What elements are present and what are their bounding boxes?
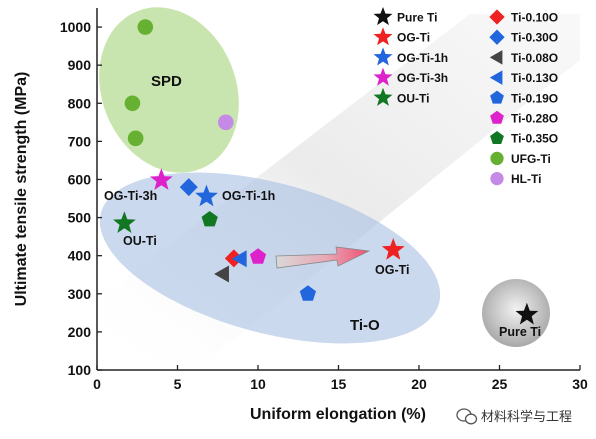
legend-marker-hl-ti xyxy=(490,171,504,186)
marker-ufg-ti xyxy=(137,19,154,35)
marker-pure-ti xyxy=(515,302,539,325)
legend-marker-ti-0-08o xyxy=(489,50,503,65)
annotation-og-ti-3h: OG-Ti-3h xyxy=(104,189,157,203)
marker-ufg-ti xyxy=(127,130,144,147)
legend-label-hl-ti: HL-Ti xyxy=(511,172,541,186)
annotation-og-ti: OG-Ti xyxy=(375,263,410,277)
pure-ti-region xyxy=(482,279,550,347)
legend-marker-ou-ti xyxy=(373,87,393,106)
legend-marker-ufg-ti xyxy=(490,151,504,166)
legend-label-ti-0-30o: Ti-0.30O xyxy=(511,31,558,45)
legend-label-og-ti-3h: OG-Ti-3h xyxy=(397,71,448,85)
legend-marker-og-ti-1h xyxy=(373,47,393,66)
legend-label-ufg-ti: UFG-Ti xyxy=(511,152,551,166)
marker-ufg-ti xyxy=(124,95,141,112)
legend-label-ti-0-10o: Ti-0.10O xyxy=(511,11,558,25)
watermark-text: 材料科学与工程 xyxy=(481,409,572,425)
marker-ti-0-13o xyxy=(231,250,247,268)
data-markers xyxy=(113,19,539,325)
x-tick-label: 20 xyxy=(411,376,427,392)
legend-marker-pure-ti xyxy=(373,7,393,26)
spd-region-label: SPD xyxy=(151,73,182,90)
legend-label-ti-0-35o: Ti-0.35O xyxy=(511,132,558,146)
legend-marker-ti-0-30o xyxy=(489,29,505,45)
trend-arrow xyxy=(275,246,371,269)
y-tick-label: 400 xyxy=(68,248,92,264)
y-tick-label: 800 xyxy=(68,95,92,111)
marker-ti-0-30o xyxy=(179,178,198,197)
ti-o-region xyxy=(99,172,441,344)
marker-ti-0-35o xyxy=(201,211,218,227)
legend-marker-ti-0-13o xyxy=(489,70,503,85)
x-tick-label: 10 xyxy=(250,376,266,392)
annotation-ou-ti: OU-Ti xyxy=(123,234,157,248)
y-tick-label: 1000 xyxy=(60,19,91,35)
marker-hl-ti xyxy=(218,114,234,131)
y-tick-label: 300 xyxy=(68,286,92,302)
y-tick-label: 700 xyxy=(68,133,92,149)
wechat-icon xyxy=(456,408,478,425)
marker-og-ti xyxy=(381,238,405,260)
legend-label-ti-0-08o: Ti-0.08O xyxy=(511,51,558,65)
marker-ti-0-08o xyxy=(214,265,229,283)
marker-og-ti-1h xyxy=(195,184,218,207)
y-tick-label: 900 xyxy=(68,57,92,73)
annotation-og-ti-1h: OG-Ti-1h xyxy=(222,189,275,203)
y-axis-title: Ultimate tensile strength (MPa) xyxy=(13,72,30,307)
x-tick-label: 25 xyxy=(492,376,508,392)
axis-ticks: 0 5 10 15 20 25 30 100 200 300 400 500 600 700 800 900 1… xyxy=(60,19,588,392)
legend-label-og-ti: OG-Ti xyxy=(397,31,430,45)
marker-ti-0-28o xyxy=(249,248,267,264)
y-tick-label: 600 xyxy=(68,171,92,187)
legend-marker-ti-0-35o xyxy=(490,131,504,144)
y-tick-label: 200 xyxy=(68,324,92,340)
marker-ti-0-19o xyxy=(299,285,316,301)
legend-marker-og-ti-3h xyxy=(373,67,393,86)
legend: Pure Ti OG-Ti OG-Ti-1h OG-Ti-3h OU-Ti Ti-0.10… xyxy=(373,7,558,186)
y-tick-label: 500 xyxy=(68,210,92,226)
x-tick-label: 30 xyxy=(572,376,588,392)
x-tick-label: 15 xyxy=(331,376,347,392)
spd-region xyxy=(99,7,239,173)
legend-label-pure-ti: Pure Ti xyxy=(397,11,437,25)
x-tick-label: 5 xyxy=(174,376,182,392)
legend-label-ti-0-13o: Ti-0.13O xyxy=(511,71,558,85)
legend-marker-ti-0-10o xyxy=(489,9,505,25)
legend-marker-ti-0-19o xyxy=(490,90,504,104)
watermark: 材料科学与工程 xyxy=(456,408,572,425)
x-axis-title: Uniform elongation (%) xyxy=(250,406,426,423)
y-tick-label: 100 xyxy=(68,362,92,378)
marker-ou-ti xyxy=(113,211,136,233)
legend-label-ti-0-19o: Ti-0.19O xyxy=(511,91,558,105)
legend-marker-ti-0-28o xyxy=(490,110,504,124)
ti-o-region-label: Ti-O xyxy=(350,317,380,334)
legend-label-og-ti-1h: OG-Ti-1h xyxy=(397,51,448,65)
marker-og-ti-3h xyxy=(150,168,173,190)
legend-label-ti-0-28o: Ti-0.28O xyxy=(511,112,558,126)
legend-label-ou-ti: OU-Ti xyxy=(397,91,429,105)
legend-marker-og-ti xyxy=(373,27,393,46)
annotation-pure-ti: Pure Ti xyxy=(499,325,541,339)
x-tick-label: 0 xyxy=(93,376,101,392)
